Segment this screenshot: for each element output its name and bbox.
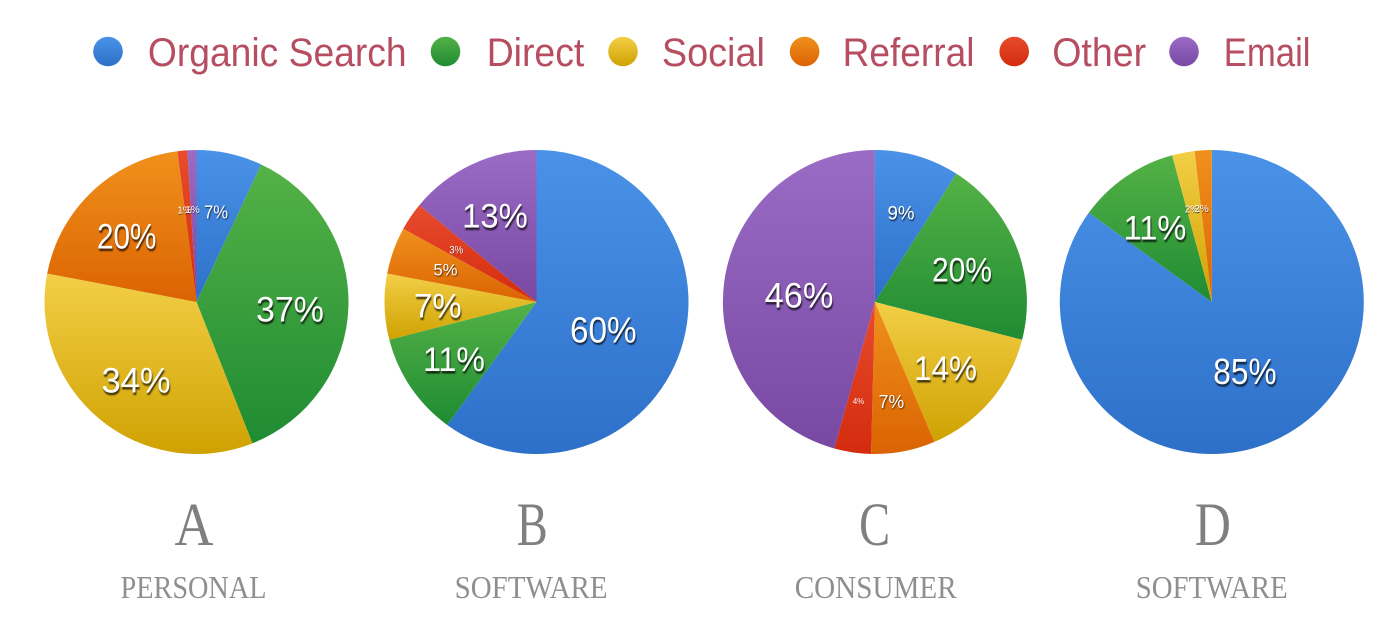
svg-text:20%: 20% xyxy=(97,218,157,257)
svg-text:60%: 60% xyxy=(571,312,638,353)
svg-text:34%: 34% xyxy=(102,364,171,403)
svg-text:5%: 5% xyxy=(434,261,458,280)
svg-text:A: A xyxy=(175,492,214,559)
svg-text:7%: 7% xyxy=(879,392,905,412)
svg-text:11%: 11% xyxy=(424,343,486,381)
svg-text:7%: 7% xyxy=(879,393,905,413)
svg-text:9%: 9% xyxy=(888,205,915,226)
svg-text:B: B xyxy=(517,492,548,559)
svg-text:85%: 85% xyxy=(1213,351,1276,392)
svg-text:1%: 1% xyxy=(177,206,192,217)
svg-text:11%: 11% xyxy=(1124,210,1187,248)
svg-text:13%: 13% xyxy=(462,198,528,236)
svg-text:CONSUMER: CONSUMER xyxy=(795,570,957,605)
svg-text:1%: 1% xyxy=(185,205,200,216)
svg-text:20%: 20% xyxy=(933,254,993,292)
svg-text:37%: 37% xyxy=(257,293,325,332)
svg-text:60%: 60% xyxy=(570,309,637,350)
svg-text:1%: 1% xyxy=(186,206,201,217)
svg-text:34%: 34% xyxy=(102,362,171,401)
svg-text:46%: 46% xyxy=(765,279,834,318)
svg-text:PERSONAL: PERSONAL xyxy=(121,570,267,605)
svg-text:2%: 2% xyxy=(1185,205,1200,216)
svg-text:Referral: Referral xyxy=(843,31,975,75)
svg-text:46%: 46% xyxy=(765,276,834,315)
svg-text:14%: 14% xyxy=(914,350,977,388)
svg-text:20%: 20% xyxy=(98,220,158,259)
svg-text:C: C xyxy=(859,492,890,559)
svg-text:11%: 11% xyxy=(1124,212,1187,250)
svg-text:Social: Social xyxy=(662,31,765,75)
svg-text:D: D xyxy=(1195,492,1231,559)
svg-text:9%: 9% xyxy=(888,204,915,225)
svg-text:1%: 1% xyxy=(178,207,193,218)
svg-text:5%: 5% xyxy=(434,262,458,281)
svg-text:SOFTWARE: SOFTWARE xyxy=(455,570,608,605)
svg-text:7%: 7% xyxy=(205,204,229,224)
svg-text:2%: 2% xyxy=(1194,204,1209,215)
svg-text:Email: Email xyxy=(1224,31,1311,75)
svg-text:7%: 7% xyxy=(204,202,228,222)
svg-text:3%: 3% xyxy=(449,244,463,256)
svg-text:37%: 37% xyxy=(256,291,324,330)
svg-text:4%: 4% xyxy=(853,397,865,406)
svg-text:2%: 2% xyxy=(1195,205,1210,216)
svg-text:Direct: Direct xyxy=(487,31,585,75)
svg-text:7%: 7% xyxy=(414,288,462,326)
svg-text:14%: 14% xyxy=(915,352,978,390)
svg-text:3%: 3% xyxy=(450,245,464,257)
svg-text:2%: 2% xyxy=(1185,206,1200,217)
svg-text:Other: Other xyxy=(1052,31,1146,75)
svg-text:SOFTWARE: SOFTWARE xyxy=(1136,570,1288,605)
svg-text:11%: 11% xyxy=(423,341,485,379)
svg-text:85%: 85% xyxy=(1214,353,1277,394)
svg-text:Organic Search: Organic Search xyxy=(148,31,407,75)
svg-text:13%: 13% xyxy=(463,200,529,238)
svg-text:20%: 20% xyxy=(932,252,992,290)
svg-text:7%: 7% xyxy=(415,290,463,328)
